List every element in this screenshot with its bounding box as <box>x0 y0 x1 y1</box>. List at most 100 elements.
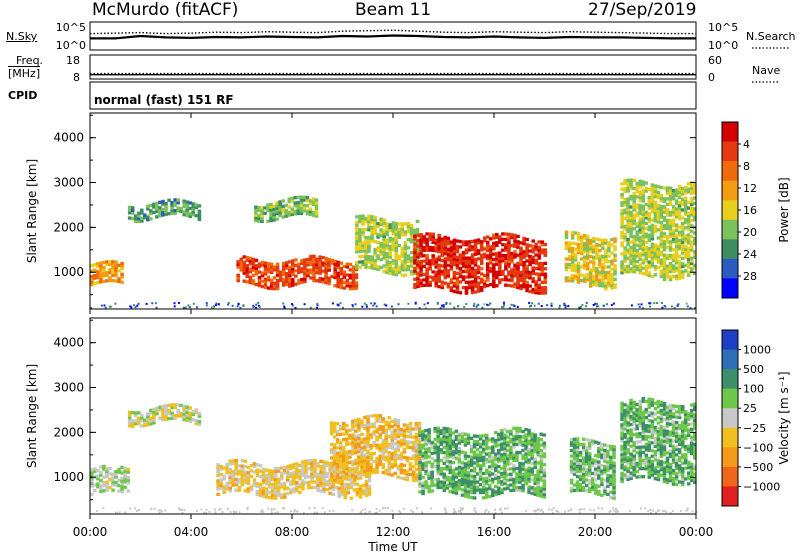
cell <box>266 206 270 210</box>
cell <box>677 260 682 264</box>
cell <box>588 273 593 277</box>
cell <box>228 459 232 463</box>
cell <box>635 408 639 412</box>
cell <box>130 421 135 426</box>
cell <box>612 453 616 457</box>
cell <box>430 443 434 447</box>
cell <box>328 470 332 474</box>
cell <box>503 444 507 448</box>
cell <box>638 255 642 259</box>
cell <box>576 232 581 236</box>
cell <box>476 304 479 307</box>
cell <box>653 401 658 405</box>
cell <box>472 466 477 470</box>
cell <box>491 437 495 441</box>
cell <box>524 473 528 477</box>
cell <box>592 247 596 251</box>
cell <box>263 264 268 268</box>
cell <box>587 487 592 491</box>
cell <box>225 468 229 472</box>
cell <box>417 440 422 444</box>
cell <box>164 412 168 416</box>
cell <box>257 208 261 212</box>
cell <box>476 281 481 285</box>
cell <box>591 488 595 492</box>
cell <box>342 275 347 279</box>
cell <box>656 426 661 431</box>
cell <box>287 213 292 217</box>
cell <box>610 278 614 282</box>
cell <box>436 434 440 438</box>
cell <box>467 269 472 274</box>
cell <box>575 485 580 490</box>
cell <box>662 401 667 406</box>
cell <box>509 472 513 476</box>
cell <box>516 253 520 257</box>
cell <box>391 232 396 236</box>
cell <box>674 445 679 449</box>
cell <box>301 481 305 486</box>
cell <box>424 429 428 433</box>
cell <box>693 209 697 214</box>
cell <box>443 241 448 245</box>
cell <box>613 245 617 249</box>
cell <box>170 209 174 213</box>
cell <box>437 258 441 262</box>
cell <box>305 212 310 216</box>
cell <box>576 251 581 255</box>
cell <box>457 454 462 459</box>
cell <box>470 290 475 295</box>
cell <box>361 217 365 221</box>
cell <box>439 483 444 487</box>
cell <box>388 255 393 259</box>
cell <box>635 254 639 258</box>
cell <box>680 216 685 220</box>
cell <box>120 465 124 470</box>
cell <box>476 284 481 288</box>
cell <box>540 261 545 266</box>
cell <box>522 271 526 276</box>
cell <box>693 185 697 189</box>
cell <box>437 263 441 267</box>
cell <box>394 273 399 277</box>
cell <box>635 184 639 188</box>
cell <box>342 286 347 290</box>
cell <box>315 268 319 272</box>
cell <box>319 467 323 471</box>
cell <box>111 271 115 275</box>
cell <box>588 254 593 259</box>
cell <box>680 229 685 234</box>
cell <box>152 413 156 417</box>
cell <box>366 444 370 448</box>
cell <box>668 403 673 407</box>
cell <box>290 199 295 203</box>
cell <box>418 490 422 494</box>
cell <box>460 469 465 473</box>
cell <box>454 486 459 490</box>
cell <box>516 272 520 276</box>
cell <box>445 429 450 434</box>
cell <box>461 278 466 282</box>
cell <box>133 304 136 307</box>
cell <box>400 268 405 272</box>
cell <box>519 270 523 275</box>
cell <box>140 219 144 223</box>
cell <box>242 304 245 307</box>
cell <box>278 270 283 274</box>
cell <box>626 477 630 481</box>
cell <box>358 228 362 232</box>
cell <box>503 449 507 453</box>
cell <box>632 264 636 268</box>
cell <box>650 435 655 440</box>
cell <box>278 205 282 209</box>
cell <box>650 188 655 193</box>
cell <box>270 488 275 492</box>
cell <box>405 459 410 463</box>
cell <box>240 483 245 487</box>
cell <box>327 268 331 272</box>
cell <box>647 263 652 267</box>
cell <box>573 242 578 246</box>
cell <box>252 304 255 307</box>
cell <box>360 470 364 474</box>
cell <box>425 243 429 247</box>
